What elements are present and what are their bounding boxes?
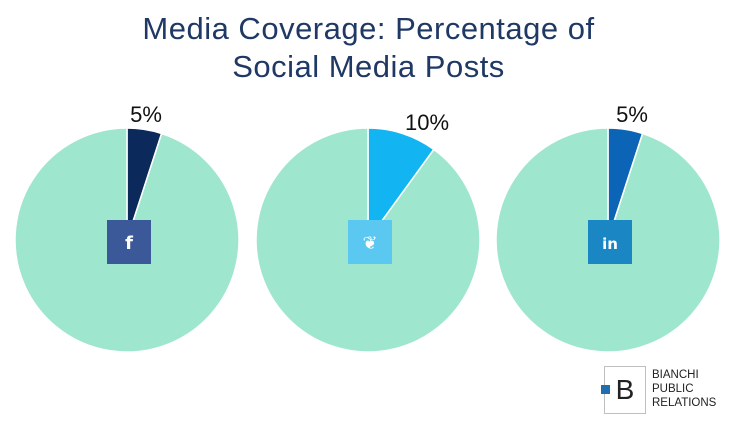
linkedin-icon: in (588, 220, 632, 264)
chart-title: Media Coverage: Percentage of Social Med… (0, 10, 737, 86)
pie-facebook-label: 5% (130, 102, 162, 127)
twitter-icon: ❦ (348, 220, 392, 264)
logo-box: B (601, 366, 646, 414)
chart-title-line-2: Social Media Posts (232, 49, 505, 84)
logo-text: BIANCHI PUBLIC RELATIONS (652, 368, 716, 410)
pie-twitter-label: 10% (405, 110, 449, 135)
pie-linkedin-label: 5% (616, 102, 648, 127)
logo-accent-square (601, 385, 610, 394)
twitter-icon-glyph: ❦ (362, 233, 377, 254)
pie-facebook: 5% f (14, 102, 240, 353)
pie-linkedin: 5% in (495, 102, 721, 353)
company-logo: B BIANCHI PUBLIC RELATIONS (598, 366, 728, 416)
logo-text-line-1: BIANCHI (652, 369, 699, 381)
logo-text-line-2: PUBLIC (652, 383, 694, 395)
facebook-icon: f (107, 220, 151, 264)
linkedin-icon-bg (588, 220, 632, 264)
logo-letter: B (615, 374, 635, 405)
logo-text-line-3: RELATIONS (652, 397, 717, 409)
linkedin-icon-glyph: in (602, 235, 618, 253)
facebook-icon-bg (107, 220, 151, 264)
pie-twitter: 10% ❦ (255, 110, 481, 353)
twitter-icon-bg (348, 220, 392, 264)
chart-title-line-1: Media Coverage: Percentage of (142, 11, 595, 46)
facebook-icon-glyph: f (125, 233, 133, 254)
